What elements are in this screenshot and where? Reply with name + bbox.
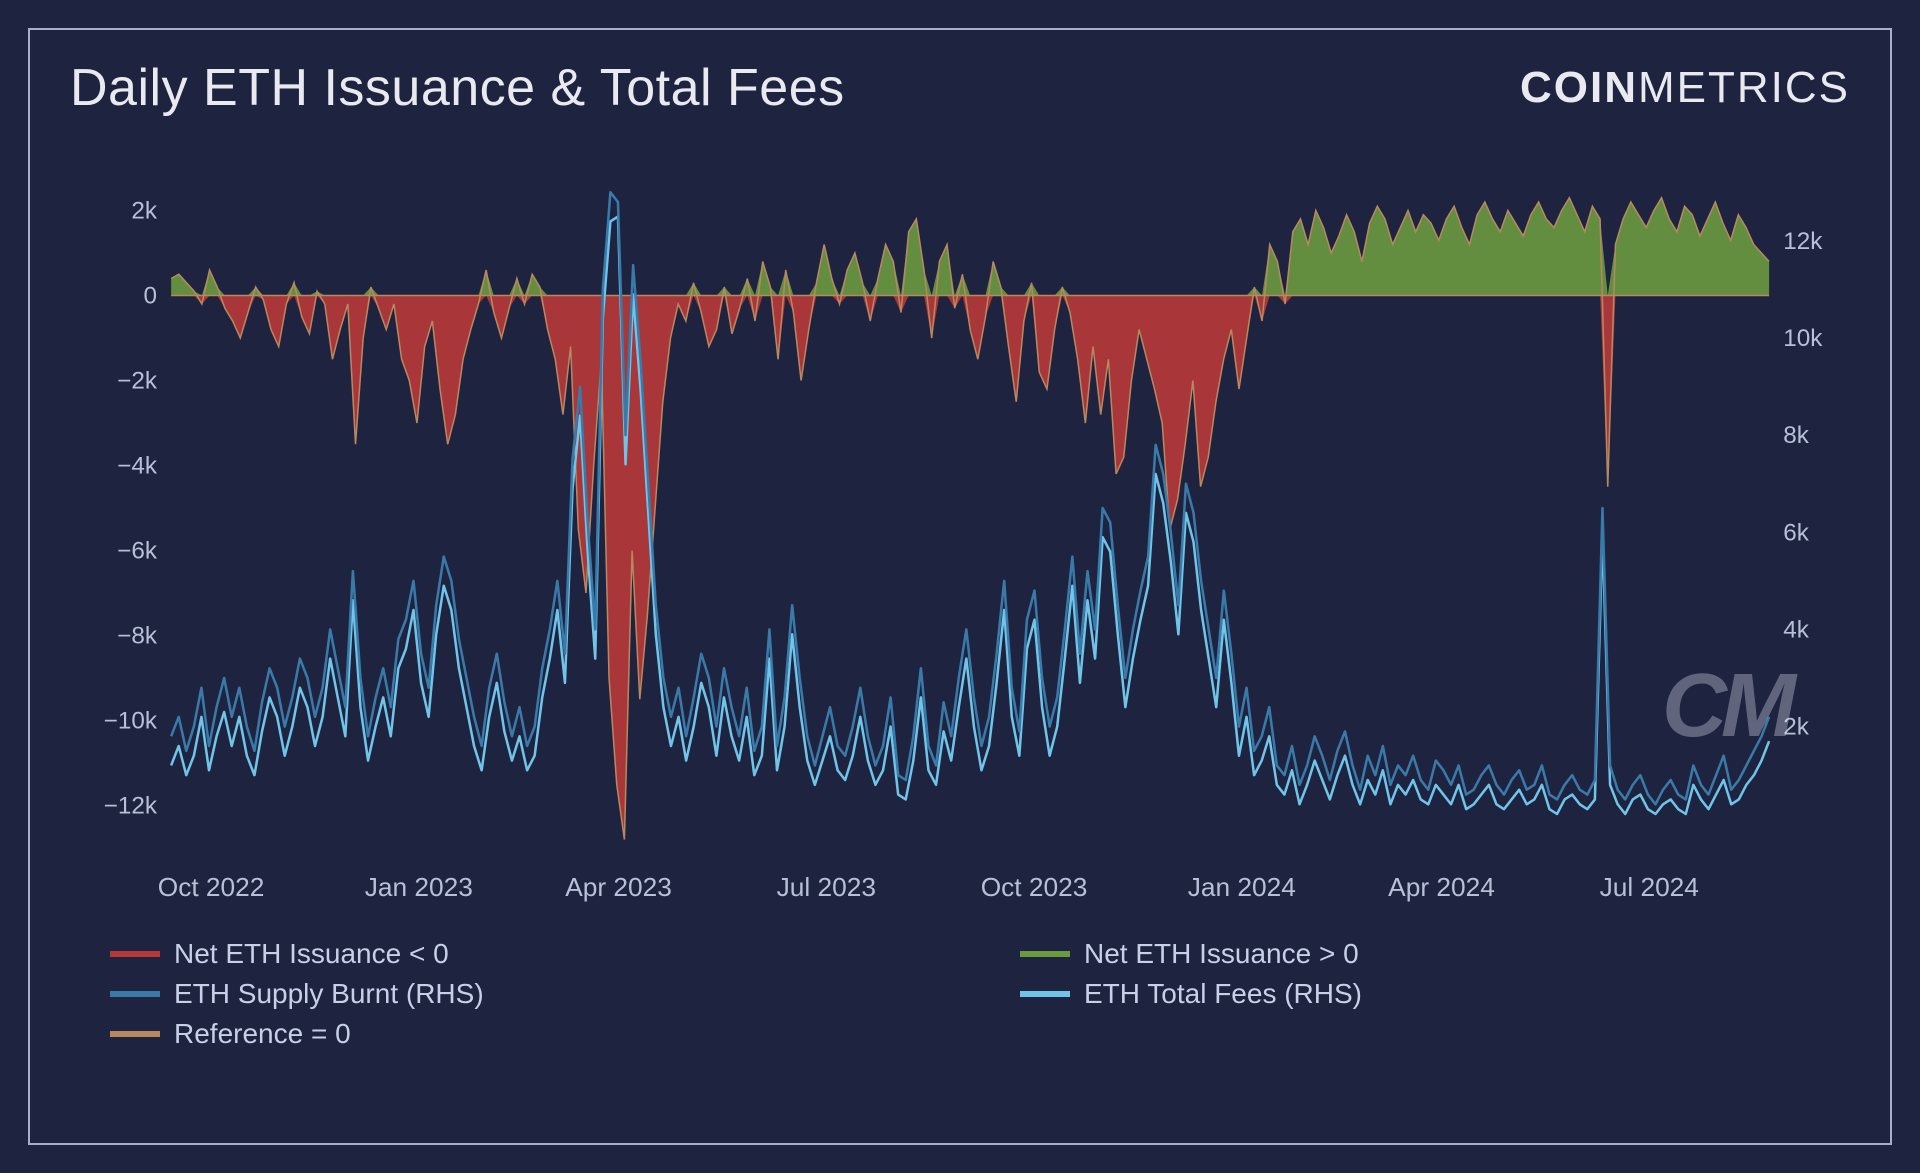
- svg-text:Apr 2024: Apr 2024: [1388, 872, 1495, 902]
- legend-label: ETH Supply Burnt (RHS): [174, 978, 484, 1010]
- svg-text:Oct 2023: Oct 2023: [981, 872, 1088, 902]
- legend-item-net-issuance-neg: Net ETH Issuance < 0: [110, 938, 940, 970]
- legend-item-eth-fees: ETH Total Fees (RHS): [1020, 978, 1850, 1010]
- svg-text:4k: 4k: [1783, 617, 1810, 644]
- legend-label: Net ETH Issuance > 0: [1084, 938, 1359, 970]
- chart-plot: −12k −10k −8k −6k −4k −2k 0 2k 2k 4k 6k 8k 10k 12k Oct…: [70, 158, 1850, 918]
- svg-text:6k: 6k: [1783, 519, 1810, 546]
- legend-label: ETH Total Fees (RHS): [1084, 978, 1362, 1010]
- svg-text:10k: 10k: [1783, 325, 1823, 352]
- chart-legend: Net ETH Issuance < 0 Net ETH Issuance > 0…: [70, 938, 1850, 1050]
- chart-title: Daily ETH Issuance & Total Fees: [70, 58, 845, 118]
- svg-text:Apr 2023: Apr 2023: [565, 872, 672, 902]
- chart-panel: Daily ETH Issuance & Total Fees COINMETR…: [28, 28, 1892, 1145]
- legend-swatch: [110, 991, 160, 997]
- svg-text:12k: 12k: [1783, 228, 1823, 255]
- legend-swatch: [110, 1031, 160, 1037]
- legend-label: Reference = 0: [174, 1018, 351, 1050]
- svg-text:−10k: −10k: [104, 708, 158, 735]
- svg-text:Jul 2024: Jul 2024: [1600, 872, 1699, 902]
- svg-text:−6k: −6k: [117, 538, 158, 565]
- svg-text:−8k: −8k: [117, 623, 158, 650]
- svg-text:Jan 2023: Jan 2023: [365, 872, 473, 902]
- legend-swatch: [1020, 951, 1070, 957]
- svg-text:2k: 2k: [131, 198, 158, 225]
- legend-item-reference: Reference = 0: [110, 1018, 940, 1050]
- legend-swatch: [110, 951, 160, 957]
- svg-text:−4k: −4k: [117, 453, 158, 480]
- svg-text:−2k: −2k: [117, 368, 158, 395]
- brand-logo: COINMETRICS: [1520, 63, 1850, 113]
- svg-text:Oct 2022: Oct 2022: [158, 872, 265, 902]
- legend-item-eth-burnt: ETH Supply Burnt (RHS): [110, 978, 940, 1010]
- legend-swatch: [1020, 991, 1070, 997]
- svg-text:Jul 2023: Jul 2023: [777, 872, 876, 902]
- svg-text:2k: 2k: [1783, 714, 1810, 741]
- svg-text:−12k: −12k: [104, 793, 158, 820]
- legend-label: Net ETH Issuance < 0: [174, 938, 449, 970]
- svg-text:Jan 2024: Jan 2024: [1188, 872, 1296, 902]
- legend-item-net-issuance-pos: Net ETH Issuance > 0: [1020, 938, 1850, 970]
- svg-text:8k: 8k: [1783, 422, 1810, 449]
- svg-text:0: 0: [143, 283, 156, 310]
